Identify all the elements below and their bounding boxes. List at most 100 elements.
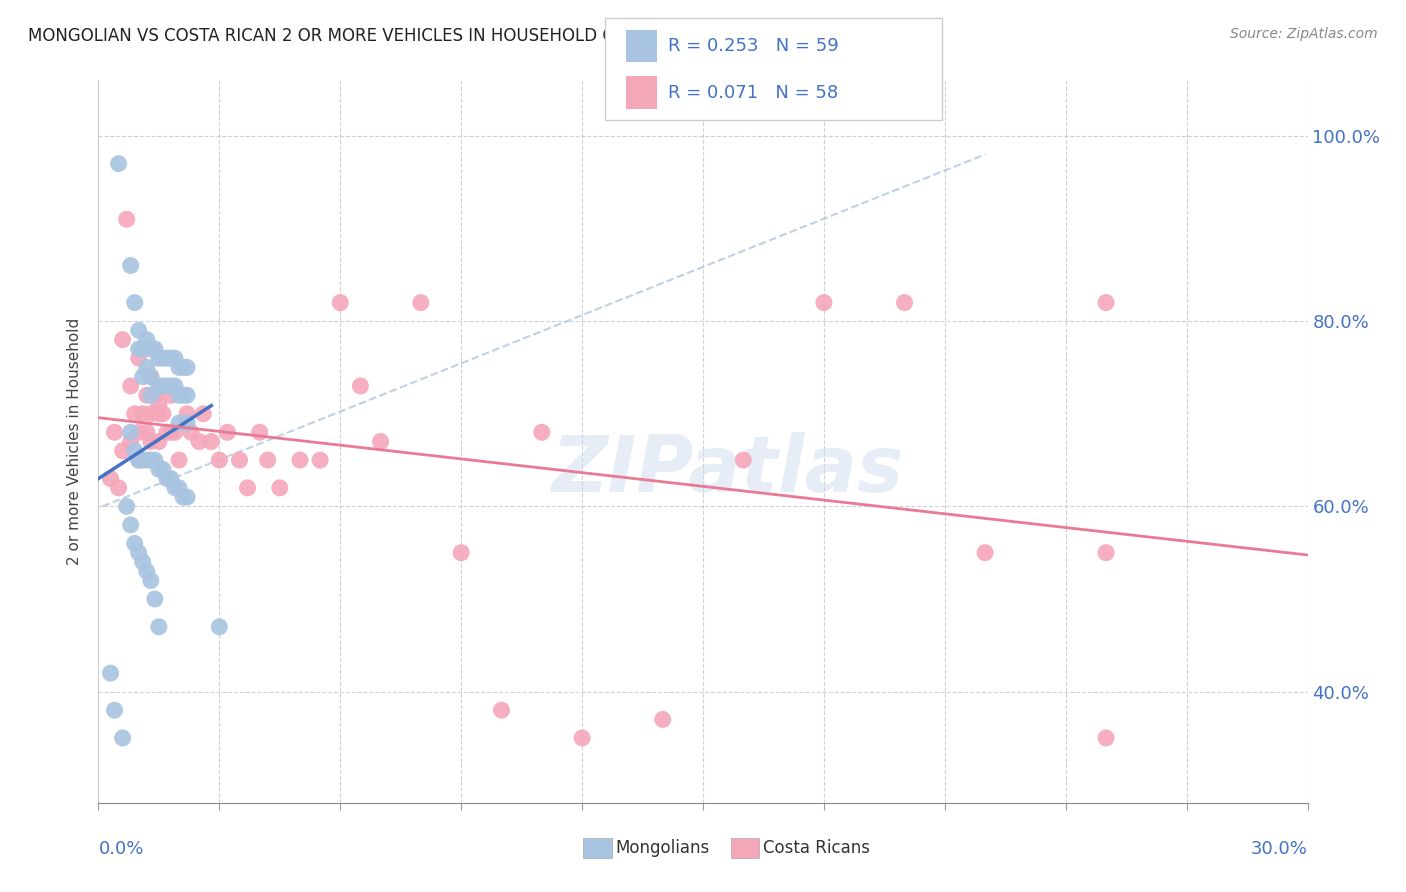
Point <box>167 416 190 430</box>
Point <box>120 425 142 440</box>
Text: ZIPatlas: ZIPatlas <box>551 433 903 508</box>
Point <box>188 434 211 449</box>
Point <box>124 295 146 310</box>
Point <box>135 333 157 347</box>
Point <box>132 342 155 356</box>
Point <box>1095 295 1118 310</box>
Point <box>115 212 138 227</box>
Y-axis label: 2 or more Vehicles in Household: 2 or more Vehicles in Household <box>67 318 83 566</box>
Point <box>124 443 146 458</box>
Point <box>100 666 122 681</box>
Point <box>309 453 332 467</box>
Point <box>172 388 194 402</box>
Point <box>139 453 162 467</box>
Point <box>228 453 250 467</box>
Point <box>143 388 166 402</box>
Point <box>571 731 593 745</box>
Point <box>217 425 239 440</box>
Point <box>813 295 835 310</box>
Text: R = 0.253   N = 59: R = 0.253 N = 59 <box>668 37 838 54</box>
Point <box>148 397 170 411</box>
Point <box>163 481 186 495</box>
Text: MONGOLIAN VS COSTA RICAN 2 OR MORE VEHICLES IN HOUSEHOLD CORRELATION CHART: MONGOLIAN VS COSTA RICAN 2 OR MORE VEHIC… <box>28 27 782 45</box>
Point <box>124 536 146 550</box>
Point <box>176 388 198 402</box>
Point <box>156 379 179 393</box>
Point <box>160 472 183 486</box>
Text: Mongolians: Mongolians <box>616 839 710 857</box>
Point <box>139 369 162 384</box>
Point <box>530 425 553 440</box>
Point <box>128 342 150 356</box>
Point <box>107 156 129 170</box>
Point <box>120 434 142 449</box>
Point <box>167 388 190 402</box>
Point <box>128 425 150 440</box>
Point <box>103 703 125 717</box>
Point <box>160 388 183 402</box>
Point <box>236 481 259 495</box>
Point <box>176 416 198 430</box>
Point <box>139 434 162 449</box>
Point <box>370 434 392 449</box>
Point <box>163 425 186 440</box>
Point <box>160 351 183 366</box>
Point <box>148 462 170 476</box>
Point <box>111 333 134 347</box>
Point <box>1095 546 1118 560</box>
Point <box>148 407 170 421</box>
Point <box>132 407 155 421</box>
Point <box>143 453 166 467</box>
Text: 30.0%: 30.0% <box>1251 840 1308 858</box>
Point <box>156 425 179 440</box>
Point <box>256 453 278 467</box>
Point <box>152 407 174 421</box>
Point <box>139 407 162 421</box>
Point <box>176 490 198 504</box>
Point <box>491 703 513 717</box>
Point <box>135 564 157 578</box>
Point <box>132 555 155 569</box>
Point <box>249 425 271 440</box>
Point <box>974 546 997 560</box>
Point <box>152 462 174 476</box>
Point <box>143 342 166 356</box>
Point <box>135 425 157 440</box>
Point <box>135 360 157 375</box>
Point <box>152 351 174 366</box>
Point <box>135 453 157 467</box>
Point <box>132 369 155 384</box>
Point <box>163 379 186 393</box>
Point <box>132 453 155 467</box>
Point <box>100 472 122 486</box>
Point <box>135 388 157 402</box>
Point <box>208 620 231 634</box>
Point <box>156 472 179 486</box>
Point <box>120 259 142 273</box>
Point <box>111 443 134 458</box>
Point <box>128 453 150 467</box>
Point <box>160 379 183 393</box>
Point <box>128 546 150 560</box>
Point <box>128 323 150 337</box>
Point <box>269 481 291 495</box>
Point <box>120 379 142 393</box>
Point <box>172 360 194 375</box>
Point <box>288 453 311 467</box>
Point <box>172 490 194 504</box>
Text: Source: ZipAtlas.com: Source: ZipAtlas.com <box>1230 27 1378 41</box>
Point <box>193 407 215 421</box>
Point <box>176 407 198 421</box>
Point <box>115 500 138 514</box>
Point <box>148 351 170 366</box>
Point <box>200 434 222 449</box>
Point <box>208 453 231 467</box>
Point <box>167 453 190 467</box>
Point <box>160 425 183 440</box>
Text: Costa Ricans: Costa Ricans <box>763 839 870 857</box>
Point <box>152 379 174 393</box>
Point <box>893 295 915 310</box>
Point <box>450 546 472 560</box>
Point <box>180 425 202 440</box>
Point <box>163 351 186 366</box>
